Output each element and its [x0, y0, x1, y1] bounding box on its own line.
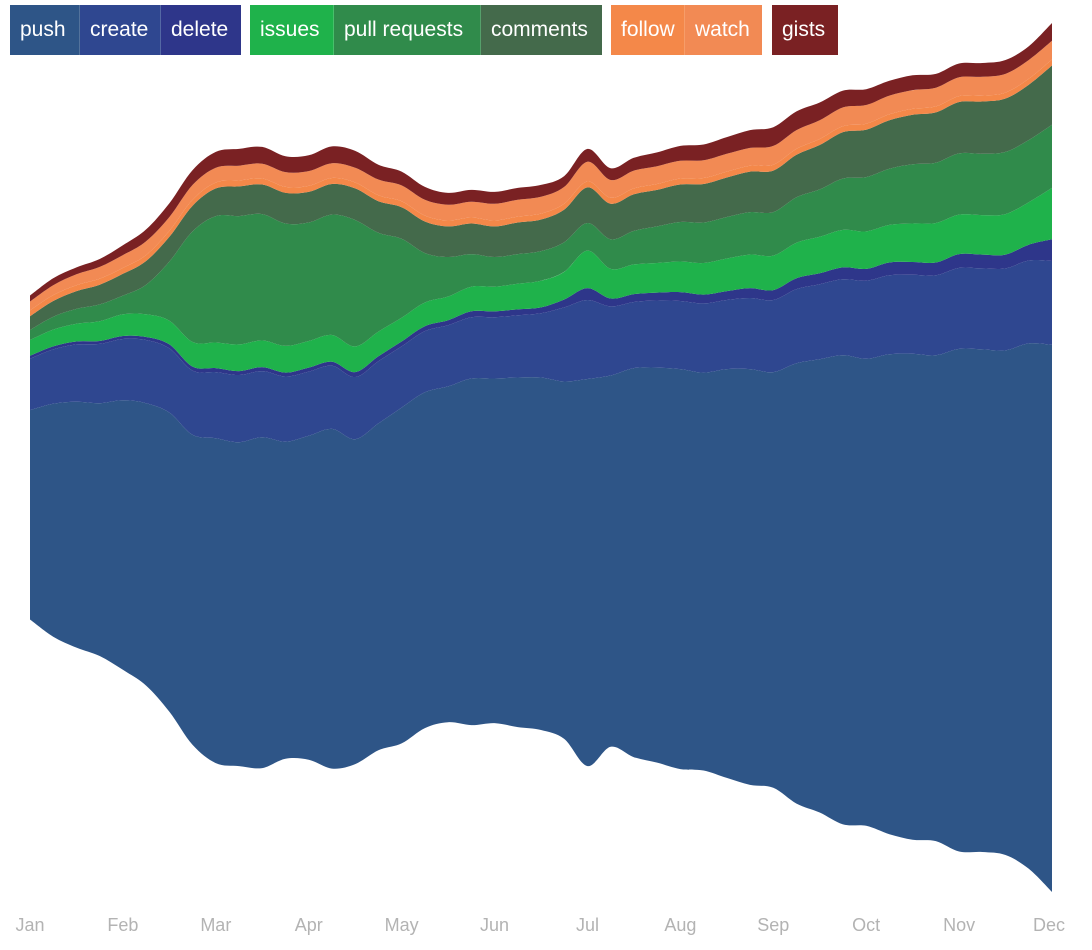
x-tick-jun: Jun	[480, 915, 509, 935]
stream-layer-push[interactable]	[30, 343, 1052, 892]
x-tick-dec: Dec	[1033, 915, 1065, 935]
legend-group-gists: gists	[772, 5, 838, 55]
stream-layer-watch[interactable]	[30, 40, 1052, 311]
legend-group-communication: issues pull requests comments	[250, 5, 602, 55]
stream-layer-create[interactable]	[30, 260, 1052, 443]
x-tick-may: May	[385, 915, 419, 935]
legend-comments[interactable]: comments	[481, 5, 602, 55]
stream-layer-comments[interactable]	[30, 65, 1052, 331]
x-tick-sep: Sep	[757, 915, 789, 935]
legend-push[interactable]: push	[10, 5, 80, 55]
legend-watch[interactable]: watch	[685, 5, 762, 55]
legend-group-social: follow watch	[611, 5, 762, 55]
x-tick-jan: Jan	[15, 915, 44, 935]
legend-follow[interactable]: follow	[611, 5, 685, 55]
x-tick-aug: Aug	[664, 915, 696, 935]
legend-create[interactable]: create	[80, 5, 161, 55]
stream-layer-delete[interactable]	[30, 239, 1052, 378]
legend-pull-requests[interactable]: pull requests	[334, 5, 481, 55]
stream-layers	[30, 23, 1052, 892]
x-tick-jul: Jul	[576, 915, 599, 935]
x-tick-feb: Feb	[107, 915, 138, 935]
x-tick-mar: Mar	[200, 915, 231, 935]
legend-delete[interactable]: delete	[161, 5, 241, 55]
stream-layer-pull-requests[interactable]	[30, 124, 1052, 347]
legend-gists[interactable]: gists	[772, 5, 838, 55]
x-axis: Jan Feb Mar Apr May Jun Jul Aug Sep Oct Nov Dec	[15, 915, 1065, 935]
x-tick-oct: Oct	[852, 915, 880, 935]
legend-issues[interactable]: issues	[250, 5, 334, 55]
stream-layer-gists[interactable]	[30, 23, 1052, 302]
x-tick-nov: Nov	[943, 915, 975, 935]
x-tick-apr: Apr	[295, 915, 323, 935]
legend-group-code: push create delete	[10, 5, 241, 55]
